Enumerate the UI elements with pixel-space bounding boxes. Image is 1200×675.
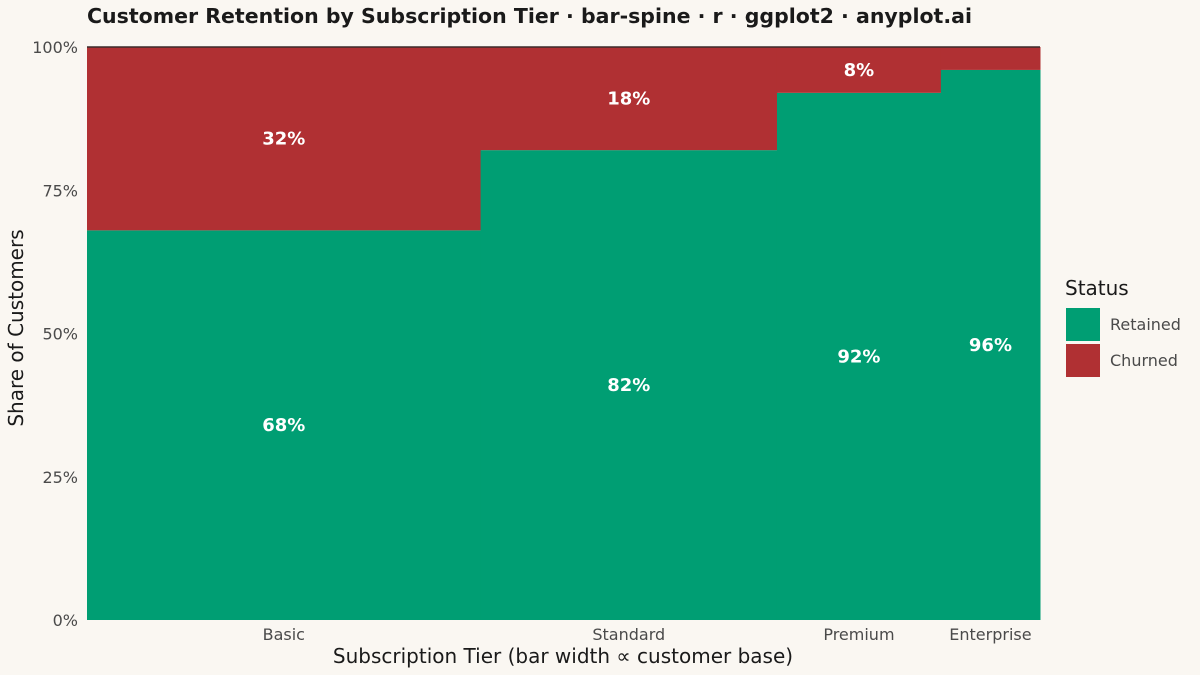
data-label-retained-basic: 68% [262, 415, 305, 436]
legend-swatch-churned [1066, 344, 1100, 377]
x-axis: Basic Standard Premium Enterprise [263, 625, 1032, 644]
y-axis: 0% 25% 50% 75% 100% [32, 38, 78, 630]
y-axis-title: Share of Customers [4, 229, 28, 426]
bar-churned-premium [776, 47, 942, 93]
data-label-churned-basic: 32% [262, 129, 305, 150]
data-label-churned-standard: 18% [607, 89, 650, 110]
x-tick-label-standard: Standard [592, 625, 665, 644]
bar-retained-premium [776, 92, 942, 621]
bar-churned-standard [480, 47, 778, 151]
y-tick-label: 0% [53, 611, 78, 630]
data-label-churned-premium: 8% [844, 60, 875, 81]
bar-retained-basic [87, 230, 482, 621]
legend: Status Retained Churned [1065, 276, 1181, 377]
bar-retained-enterprise [940, 69, 1041, 621]
data-label-retained-enterprise: 96% [969, 335, 1012, 356]
x-tick-label-premium: Premium [823, 625, 894, 644]
y-tick-label: 100% [32, 38, 78, 57]
x-axis-title: Subscription Tier (bar width ∝ customer … [333, 644, 793, 668]
bar-retained-standard [480, 150, 778, 620]
y-tick-label: 25% [42, 468, 78, 487]
bar-labels-group: 68% 32% 82% 18% 92% 8% 96% [262, 60, 1012, 436]
legend-label-churned: Churned [1110, 351, 1178, 370]
y-tick-label: 75% [42, 181, 78, 200]
data-label-retained-standard: 82% [607, 375, 650, 396]
x-tick-label-enterprise: Enterprise [949, 625, 1031, 644]
data-label-retained-premium: 92% [837, 346, 880, 367]
bars-group [87, 46, 1041, 621]
chart-title: Customer Retention by Subscription Tier … [87, 4, 973, 28]
y-tick-label: 50% [42, 325, 78, 344]
bar-churned-basic [87, 47, 482, 231]
legend-swatch-retained [1066, 308, 1100, 341]
x-tick-label-basic: Basic [263, 625, 305, 644]
legend-title: Status [1065, 276, 1129, 300]
legend-label-retained: Retained [1110, 315, 1181, 334]
bar-churned-enterprise [940, 47, 1041, 70]
